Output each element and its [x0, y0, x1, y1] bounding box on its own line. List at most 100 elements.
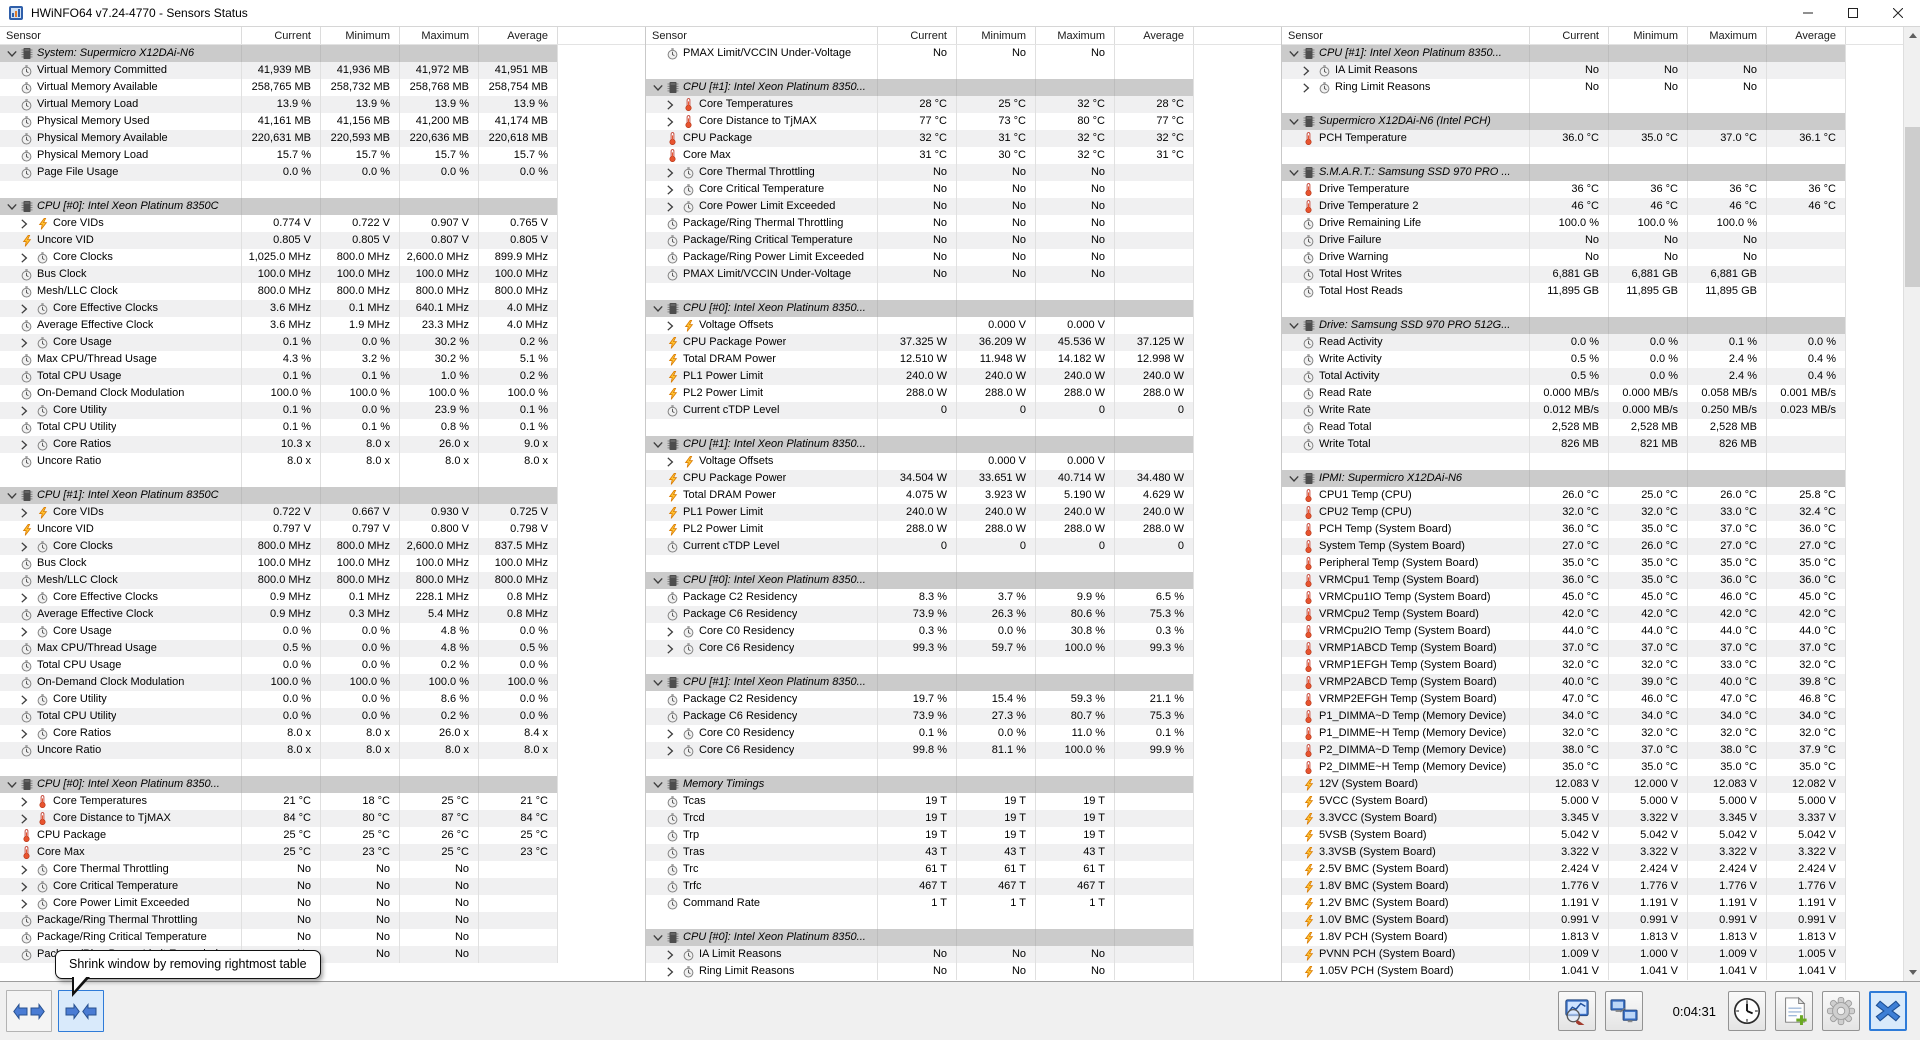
sensor-row[interactable]: Average Effective Clock 3.6 MHz 1.9 MHz 23.…	[0, 317, 645, 334]
collapse-chevron-icon[interactable]	[653, 781, 666, 789]
sensor-label-cell[interactable]: CPU Package	[646, 130, 877, 147]
sensor-label-cell[interactable]: Core VIDs	[0, 504, 241, 521]
collapse-chevron-icon[interactable]	[1289, 475, 1302, 483]
expand-chevron-icon[interactable]	[666, 966, 682, 977]
sensor-label-cell[interactable]: 12V (System Board)	[1282, 776, 1529, 793]
sensor-row[interactable]: P1_DIMMA~D Temp (Memory Device) 34.0 °C 34…	[1282, 708, 1903, 725]
sensor-label-cell[interactable]: PCH Temperature	[1282, 130, 1529, 147]
vertical-scrollbar[interactable]	[1903, 27, 1920, 981]
expand-chevron-icon[interactable]	[20, 694, 36, 705]
collapse-chevron-icon[interactable]	[653, 934, 666, 942]
sensor-row[interactable]: Uncore Ratio 8.0 x 8.0 x 8.0 x 8.0 x	[0, 742, 645, 759]
sensor-label-cell[interactable]: Voltage Offsets	[646, 453, 877, 470]
sensor-label-cell[interactable]: P1_DIMMA~D Temp (Memory Device)	[1282, 708, 1529, 725]
sensor-row[interactable]: Core VIDs 0.722 V 0.667 V 0.930 V 0.725 V	[0, 504, 645, 521]
collapse-chevron-icon[interactable]	[653, 441, 666, 449]
sensor-label-cell[interactable]: CPU [#1]: Intel Xeon Platinum 8350...	[646, 79, 877, 96]
collapse-chevron-icon[interactable]	[1289, 322, 1302, 330]
sensor-row[interactable]: Ring Limit Reasons No No No	[1282, 79, 1903, 96]
sensor-label-cell[interactable]: CPU [#0]: Intel Xeon Platinum 8350...	[0, 776, 241, 793]
sensor-row[interactable]: Core Thermal Throttling No No No	[0, 861, 645, 878]
sensor-label-cell[interactable]: Total Host Writes	[1282, 266, 1529, 283]
sensor-label-cell[interactable]: Uncore Ratio	[0, 742, 241, 759]
sensor-label-cell[interactable]: Bus Clock	[0, 266, 241, 283]
sensor-label-cell[interactable]: Core Max	[0, 844, 241, 861]
sensor-label-cell[interactable]: IA Limit Reasons	[1282, 62, 1529, 79]
sensor-label-cell[interactable]: VRMP2ABCD Temp (System Board)	[1282, 674, 1529, 691]
sensor-label-cell[interactable]: CPU [#1]: Intel Xeon Platinum 8350C	[0, 487, 241, 504]
sensor-row[interactable]: Package C6 Residency 73.9 % 27.3 % 80.7 % 75…	[646, 708, 1281, 725]
collapse-chevron-icon[interactable]	[7, 492, 20, 500]
sensor-row[interactable]: Drive Remaining Life 100.0 % 100.0 % 100.0 …	[1282, 215, 1903, 232]
sensor-row[interactable]: VRMCpu1 Temp (System Board) 36.0 °C 35.0 °…	[1282, 572, 1903, 589]
expand-chevron-icon[interactable]	[20, 439, 36, 450]
sensor-label-cell[interactable]: Bus Clock	[0, 555, 241, 572]
sensor-row[interactable]: VRMCpu1IO Temp (System Board) 45.0 °C 45.0…	[1282, 589, 1903, 606]
sensor-label-cell[interactable]: PL1 Power Limit	[646, 504, 877, 521]
sensor-row[interactable]: PL1 Power Limit 240.0 W 240.0 W 240.0 W 240.…	[646, 368, 1281, 385]
sensor-label-cell[interactable]: 1.8V PCH (System Board)	[1282, 929, 1529, 946]
sensor-row[interactable]: 5VSB (System Board) 5.042 V 5.042 V 5.042 V…	[1282, 827, 1903, 844]
sensor-row[interactable]: Virtual Memory Available 258,765 MB 258,73…	[0, 79, 645, 96]
sensor-label-cell[interactable]: 1.2V BMC (System Board)	[1282, 895, 1529, 912]
sensor-label-cell[interactable]: Ring Limit Reasons	[1282, 79, 1529, 96]
sensor-row[interactable]: Average Effective Clock 0.9 MHz 0.3 MHz 5.4…	[0, 606, 645, 623]
sensor-row[interactable]: Bus Clock 100.0 MHz 100.0 MHz 100.0 MHz 100.…	[0, 555, 645, 572]
sensor-label-cell[interactable]: Core Thermal Throttling	[646, 164, 877, 181]
expand-chevron-icon[interactable]	[20, 626, 36, 637]
sensor-row[interactable]: IA Limit Reasons No No No	[646, 946, 1281, 963]
sensor-row[interactable]: PMAX Limit/VCCIN Under-Voltage No No No	[646, 45, 1281, 62]
sensor-row[interactable]: CPU Package Power 34.504 W 33.651 W 40.714 …	[646, 470, 1281, 487]
sensor-row[interactable]: Core Max 25 °C 23 °C 25 °C 23 °C	[0, 844, 645, 861]
sensor-row[interactable]: Package/Ring Critical Temperature No No No	[646, 232, 1281, 249]
sensor-label-cell[interactable]: CPU [#1]: Intel Xeon Platinum 8350...	[646, 674, 877, 691]
sensor-row[interactable]: Package/Ring Thermal Throttling No No No	[646, 215, 1281, 232]
expand-chevron-icon[interactable]	[20, 303, 36, 314]
section-header-row[interactable]: CPU [#0]: Intel Xeon Platinum 8350...	[0, 776, 645, 793]
sensor-label-cell[interactable]: Drive Failure	[1282, 232, 1529, 249]
sensor-label-cell[interactable]: Core Clocks	[0, 249, 241, 266]
section-header-row[interactable]: CPU [#0]: Intel Xeon Platinum 8350...	[646, 300, 1281, 317]
sensor-label-cell[interactable]: Core Utility	[0, 402, 241, 419]
sensor-label-cell[interactable]: Virtual Memory Committed	[0, 62, 241, 79]
expand-chevron-icon[interactable]	[666, 99, 682, 110]
scroll-down-arrow-icon[interactable]	[1904, 964, 1920, 981]
sensor-label-cell[interactable]: Uncore VID	[0, 521, 241, 538]
sensor-row[interactable]: 12V (System Board) 12.083 V 12.000 V 12.083…	[1282, 776, 1903, 793]
sensor-label-cell[interactable]: Package/Ring Thermal Throttling	[646, 215, 877, 232]
section-header-row[interactable]: CPU [#1]: Intel Xeon Platinum 8350...	[646, 674, 1281, 691]
clock-button[interactable]	[1728, 991, 1766, 1031]
sensor-label-cell[interactable]: Core Ratios	[0, 436, 241, 453]
sensor-label-cell[interactable]: VRMCpu2IO Temp (System Board)	[1282, 623, 1529, 640]
expand-chevron-icon[interactable]	[20, 337, 36, 348]
sensor-label-cell[interactable]: Read Activity	[1282, 334, 1529, 351]
sensor-label-cell[interactable]: Virtual Memory Available	[0, 79, 241, 96]
sensor-row[interactable]: Package/Ring Thermal Throttling No No No	[0, 912, 645, 929]
sensor-label-cell[interactable]: Current cTDP Level	[646, 402, 877, 419]
sensor-label-cell[interactable]: Trc	[646, 861, 877, 878]
sensor-row[interactable]: Total Activity 0.5 % 0.0 % 2.4 % 0.4 %	[1282, 368, 1903, 385]
sensor-row[interactable]: Write Activity 0.5 % 0.0 % 2.4 % 0.4 %	[1282, 351, 1903, 368]
sensor-label-cell[interactable]: Core C6 Residency	[646, 742, 877, 759]
sensor-label-cell[interactable]: Core Critical Temperature	[646, 181, 877, 198]
sensor-label-cell[interactable]: Core C0 Residency	[646, 623, 877, 640]
sensor-row[interactable]: Bus Clock 100.0 MHz 100.0 MHz 100.0 MHz 100.…	[0, 266, 645, 283]
sensor-label-cell[interactable]: Package C6 Residency	[646, 708, 877, 725]
sensor-label-cell[interactable]: Core Max	[646, 147, 877, 164]
sensor-label-cell[interactable]: Core Clocks	[0, 538, 241, 555]
sensor-label-cell[interactable]: Write Rate	[1282, 402, 1529, 419]
sensor-row[interactable]: Ring Limit Reasons No No No	[646, 963, 1281, 980]
sensor-label-cell[interactable]: VRMP1ABCD Temp (System Board)	[1282, 640, 1529, 657]
sensor-row[interactable]: Drive Temperature 36 °C 36 °C 36 °C 36 °C	[1282, 181, 1903, 198]
collapse-chevron-icon[interactable]	[653, 577, 666, 585]
section-header-row[interactable]: CPU [#0]: Intel Xeon Platinum 8350C	[0, 198, 645, 215]
sensor-row[interactable]: 3.3VSB (System Board) 3.322 V 3.322 V 3.322…	[1282, 844, 1903, 861]
sensor-row[interactable]: Core VIDs 0.774 V 0.722 V 0.907 V 0.765 V	[0, 215, 645, 232]
sensor-label-cell[interactable]: PL2 Power Limit	[646, 521, 877, 538]
sensor-label-cell[interactable]: CPU [#0]: Intel Xeon Platinum 8350...	[646, 929, 877, 946]
sensor-label-cell[interactable]: CPU [#0]: Intel Xeon Platinum 8350C	[0, 198, 241, 215]
sensor-row[interactable]: Core Ratios 8.0 x 8.0 x 26.0 x 8.4 x	[0, 725, 645, 742]
sensor-label-cell[interactable]: Tras	[646, 844, 877, 861]
sensor-label-cell[interactable]: Package/Ring Critical Temperature	[646, 232, 877, 249]
